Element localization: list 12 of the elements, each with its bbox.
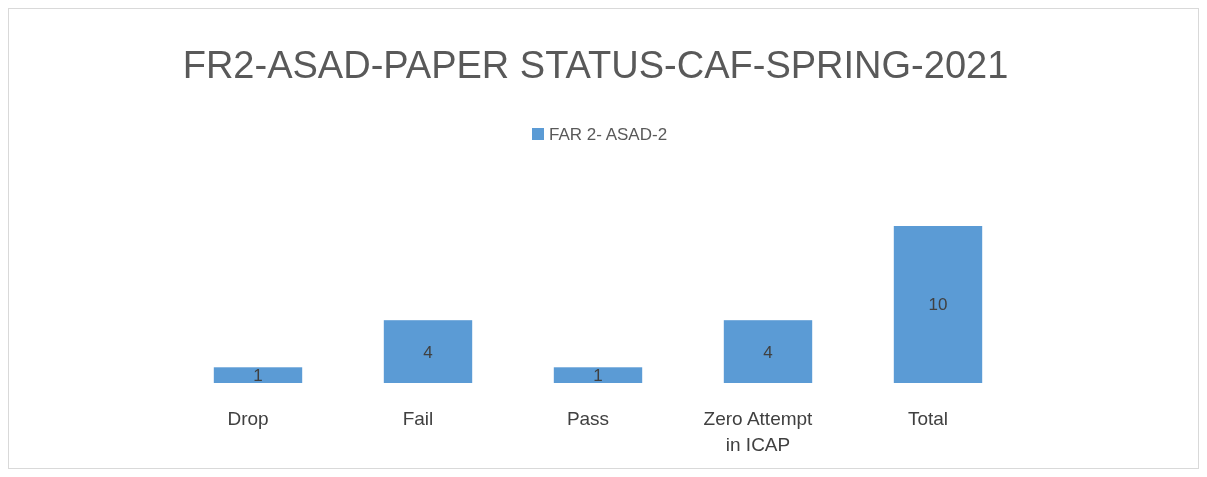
x-tick-label: Fail [402,407,434,429]
x-tick-label: Pass [566,407,610,429]
legend-label: FAR 2- ASAD-2 [549,124,668,144]
x-tick-label: Total [907,407,949,429]
data-label: 4 [423,342,433,362]
x-tick-label: Drop [227,407,269,429]
data-label: 1 [253,366,263,386]
x-tick-label: Zero Attempt in ICAP [703,407,814,456]
data-label: 4 [763,342,773,362]
data-label: 10 [928,295,948,315]
chart-title: FR2-ASAD-PAPER STATUS-CAF-SPRING-2021 [182,44,1009,86]
data-label: 1 [593,366,603,386]
